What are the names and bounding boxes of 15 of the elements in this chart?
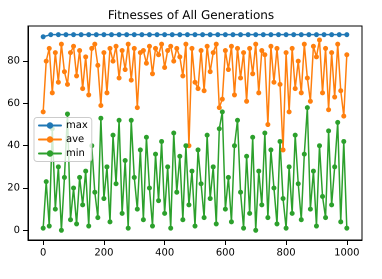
x-tick-label: 600 xyxy=(216,248,235,258)
x-tick-label: 800 xyxy=(276,248,296,258)
x-tick-label: 1000 xyxy=(334,248,360,258)
x-tick-label: 200 xyxy=(94,248,114,258)
y-tick-label: 20 xyxy=(7,182,20,194)
y-tick-label: 80 xyxy=(7,56,20,67)
legend-label: min xyxy=(66,148,85,159)
y-tick-label: 0 xyxy=(14,224,20,236)
legend-label: ave xyxy=(66,134,84,145)
y-tick-label: 60 xyxy=(7,98,20,109)
x-tick-label: 400 xyxy=(155,248,174,258)
x-tick-label: 0 xyxy=(40,248,46,258)
legend-label: max xyxy=(66,120,88,131)
y-tick-label: 40 xyxy=(7,140,20,152)
chart-title: Fitnesses of All Generations xyxy=(108,8,274,22)
